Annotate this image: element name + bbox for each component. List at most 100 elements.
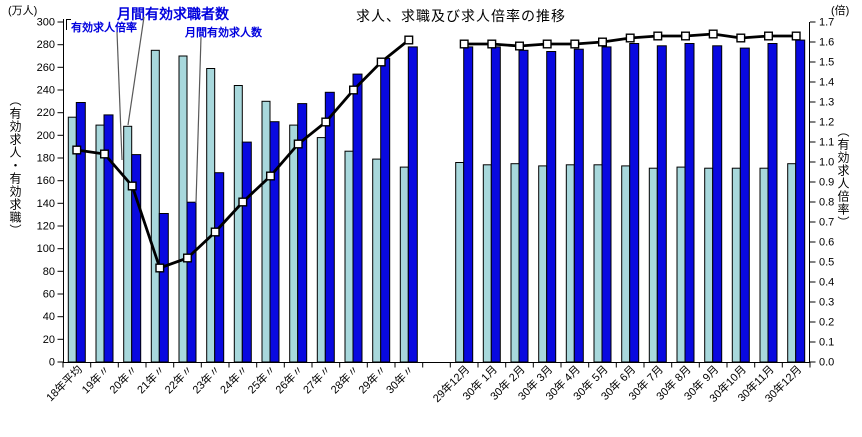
bar-jobseekers bbox=[372, 158, 382, 363]
bar-jobopenings bbox=[795, 39, 806, 363]
x-category-label: 21年〃 bbox=[134, 362, 168, 396]
jobopenings-series-label: 月間有効求人数 bbox=[185, 27, 262, 39]
left-axis-tick-label: 80 bbox=[43, 266, 55, 278]
chart-title: 求人、求職及び求人倍率の推移 bbox=[356, 8, 566, 24]
ratio-marker bbox=[321, 117, 331, 127]
bar-jobseekers bbox=[123, 125, 133, 363]
bar-jobopenings bbox=[324, 91, 335, 363]
ratio-marker bbox=[459, 39, 469, 49]
bar-jobseekers bbox=[482, 164, 492, 363]
bar-jobseekers bbox=[289, 124, 299, 363]
right-axis-title: （有効求人倍率） bbox=[836, 125, 850, 229]
ratio-marker bbox=[293, 139, 303, 149]
x-category-label: 30年〃 bbox=[383, 362, 417, 396]
ratio-marker bbox=[238, 197, 248, 207]
bar-jobopenings bbox=[712, 45, 723, 363]
left-axis-tick-label: 20 bbox=[43, 334, 55, 346]
bar-jobopenings bbox=[241, 141, 252, 363]
right-axis-tick-label: 1.6 bbox=[819, 37, 834, 49]
ratio-marker bbox=[570, 39, 580, 49]
right-axis-tick-label: 0.1 bbox=[819, 337, 834, 349]
bar-jobseekers bbox=[95, 124, 105, 363]
left-axis-tick-label: 60 bbox=[43, 289, 55, 301]
bar-jobseekers bbox=[399, 166, 409, 363]
bar-jobopenings bbox=[573, 48, 584, 363]
ratio-marker bbox=[127, 181, 137, 191]
bar-jobseekers bbox=[316, 137, 326, 363]
left-axis-tick-label: 220 bbox=[37, 107, 55, 119]
bar-jobopenings bbox=[407, 46, 418, 363]
ratio-marker bbox=[653, 31, 663, 41]
right-axis-tick-label: 1.1 bbox=[819, 137, 834, 149]
bar-jobseekers bbox=[648, 167, 658, 363]
x-category-label: 22年〃 bbox=[162, 362, 196, 396]
bar-jobseekers bbox=[787, 163, 797, 363]
ratio-marker bbox=[487, 39, 497, 49]
bar-jobopenings bbox=[214, 172, 225, 363]
ratio-marker bbox=[791, 31, 801, 41]
x-category-label: 20年〃 bbox=[106, 362, 140, 396]
x-category-label: 27年〃 bbox=[300, 362, 334, 396]
bar-jobopenings bbox=[380, 57, 391, 363]
left-axis-tick-label: 40 bbox=[43, 311, 55, 323]
bar-jobopenings bbox=[158, 213, 169, 363]
left-axis-tick-label: 260 bbox=[37, 62, 55, 74]
ratio-marker bbox=[708, 29, 718, 39]
bar-jobseekers bbox=[150, 49, 160, 363]
x-category-label: 19年〃 bbox=[79, 362, 113, 396]
bar-jobopenings bbox=[656, 45, 667, 363]
right-axis-tick-label: 0.6 bbox=[819, 237, 834, 249]
bar-jobseekers bbox=[731, 167, 741, 363]
bar-jobopenings bbox=[767, 43, 778, 363]
right-axis-tick-label: 1.3 bbox=[819, 97, 834, 109]
x-category-label: 28年〃 bbox=[328, 362, 362, 396]
ratio-marker bbox=[625, 33, 635, 43]
ratio-marker bbox=[542, 39, 552, 49]
x-category-label: 24年〃 bbox=[217, 362, 251, 396]
left-axis-tick-label: 300 bbox=[37, 17, 55, 29]
left-axis-tick-label: 240 bbox=[37, 85, 55, 97]
bar-jobseekers bbox=[704, 167, 714, 363]
corner-bracket-mark bbox=[66, 19, 71, 30]
ratio-marker bbox=[349, 85, 359, 95]
leader-line-ratio bbox=[116, 31, 123, 161]
bar-jobopenings bbox=[269, 121, 280, 363]
ratio-marker bbox=[598, 37, 608, 47]
bar-jobseekers bbox=[676, 166, 686, 363]
right-axis-tick-label: 1.5 bbox=[819, 57, 834, 69]
x-category-label: 18年平均 bbox=[43, 362, 85, 404]
left-axis-tick-label: 200 bbox=[37, 130, 55, 142]
ratio-marker bbox=[266, 171, 276, 181]
ratio-marker bbox=[72, 145, 82, 155]
left-axis-tick-label: 0 bbox=[49, 357, 55, 369]
right-axis-unit: (倍) bbox=[831, 5, 850, 17]
bar-jobopenings bbox=[186, 201, 197, 363]
right-axis-tick-label: 0.7 bbox=[819, 217, 834, 229]
bar-jobopenings bbox=[490, 46, 501, 363]
left-axis-tick-label: 160 bbox=[37, 175, 55, 187]
ratio-marker bbox=[736, 33, 746, 43]
ratio-marker bbox=[764, 31, 774, 41]
right-axis-tick-label: 0.0 bbox=[819, 357, 834, 369]
bar-jobseekers bbox=[565, 164, 575, 363]
ratio-marker bbox=[99, 149, 109, 159]
right-axis-tick-label: 0.9 bbox=[819, 177, 834, 189]
bar-jobopenings bbox=[739, 47, 750, 363]
bar-jobopenings bbox=[518, 49, 529, 363]
bar-jobopenings bbox=[629, 43, 640, 363]
right-axis-tick-label: 0.2 bbox=[819, 317, 834, 329]
bar-jobopenings bbox=[75, 102, 86, 363]
ratio-marker bbox=[155, 263, 165, 273]
x-category-label: 23年〃 bbox=[189, 362, 223, 396]
bar-jobopenings bbox=[684, 43, 695, 363]
leader-line-jobseekers bbox=[127, 16, 145, 126]
right-axis-tick-label: 0.3 bbox=[819, 297, 834, 309]
bar-jobseekers bbox=[538, 165, 548, 363]
bar-jobopenings bbox=[463, 46, 474, 363]
ratio-marker bbox=[681, 31, 691, 41]
x-category-label: 25年〃 bbox=[245, 362, 279, 396]
bar-jobseekers bbox=[178, 55, 188, 363]
right-axis-tick-label: 0.8 bbox=[819, 197, 834, 209]
